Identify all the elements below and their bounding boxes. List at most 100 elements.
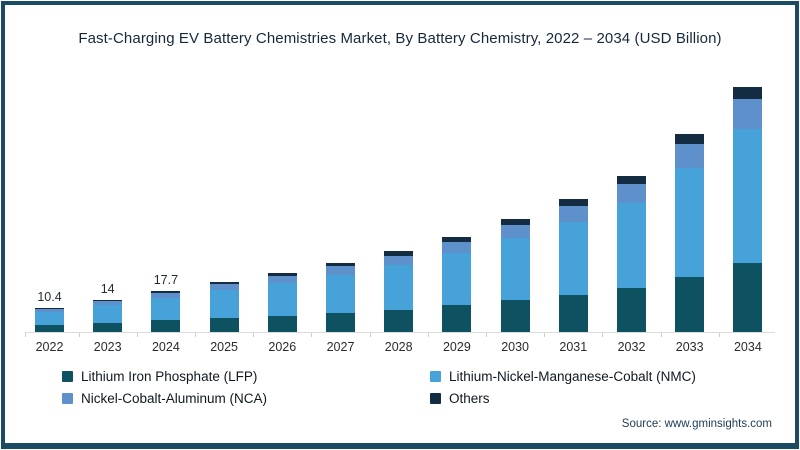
bar-2033 [675,134,705,332]
legend-item-nmc: Lithium-Nickel-Manganese-Cobalt (NMC) [430,369,760,384]
bar-segment-nca-2030 [500,224,530,239]
x-axis-label-2026: 2026 [268,340,297,354]
bar-segment-others-2031 [558,198,588,206]
bar-segment-nca-2034 [733,99,763,129]
legend-swatch-others [430,393,441,404]
bar-segment-lfp-2033 [675,276,705,332]
bar-2031 [558,198,588,332]
legend-item-others: Others [430,391,760,406]
bar-segment-lfp-2034 [733,263,763,332]
bar-segment-nmc-2027 [326,274,355,313]
bar-value-label-2024: 17.7 [153,273,179,288]
x-axis-label-2022: 2022 [35,340,64,354]
bar-segment-nmc-2028 [384,265,414,310]
legend-label: Others [449,391,490,406]
source-attribution: Source: www.gminsights.com [621,418,772,430]
plot-area: 10.4 14 17.7 [25,80,775,337]
bar-segment-lfp-2029 [442,305,472,332]
x-axis-label-2027: 2027 [326,340,355,354]
bar-segment-nmc-2024 [151,297,181,321]
axis-tick [253,333,255,337]
bar-2027 [326,262,355,332]
bar-segment-nmc-2034 [733,128,763,264]
bar-segment-nmc-2026 [267,283,297,316]
axis-tick [544,333,546,337]
bar-segment-nca-2024 [151,293,181,298]
bar-2026 [267,272,297,332]
legend-item-nca: Nickel-Cobalt-Aluminum (NCA) [62,391,430,406]
bar-segment-nca-2025 [209,284,239,291]
bar-segment-nca-2028 [384,255,414,266]
x-axis-line [25,332,775,333]
bar-segment-nca-2027 [326,266,355,275]
legend-swatch-nca [62,393,73,404]
axis-tick [427,333,429,337]
axis-tick [78,333,80,337]
bar-segment-others-2033 [675,134,705,144]
axis-tick [136,333,138,337]
bar-segment-nmc-2030 [500,238,530,301]
x-axis-labels: 2022 2023 2024 2025 2026 2027 2028 2029 2030 2031… [25,340,775,356]
axis-tick [195,333,196,337]
bar-segment-nca-2031 [558,205,588,222]
bar-segment-others-2032 [617,176,646,185]
bar-segment-nmc-2033 [675,167,705,277]
bar-segment-nmc-2022 [35,312,64,326]
bar-segment-lfp-2028 [384,309,414,332]
bar-2029 [442,236,472,332]
axis-tick [25,333,26,337]
bar-segment-others-2029 [442,236,472,242]
bar-2022 [35,307,64,332]
x-axis-label-2034: 2034 [733,340,762,354]
legend-swatch-nmc [430,371,441,382]
bar-2028 [384,251,414,332]
x-axis-label-2031: 2031 [559,340,588,354]
bar-segment-lfp-2024 [151,320,181,332]
legend-swatch-lfp [62,371,73,382]
x-axis-label-2030: 2030 [501,340,529,354]
bar-segment-lfp-2023 [93,322,123,332]
bar-segment-nmc-2031 [558,221,588,295]
bar-2030 [500,219,530,332]
bar-segment-lfp-2022 [35,325,64,332]
x-axis-label-2025: 2025 [210,340,238,354]
chart-legend: Lithium Iron Phosphate (LFP) Lithium-Nick… [62,369,760,406]
bar-segment-others-2024 [151,291,181,294]
bar-segment-others-2023 [93,299,123,302]
axis-tick [602,333,604,337]
bar-2034 [733,87,763,332]
bar-segment-nca-2023 [93,301,123,306]
chart-title: Fast-Charging EV Battery Chemistries Mar… [78,30,722,47]
bar-2032 [617,176,646,332]
bar-segment-nca-2033 [675,143,705,168]
bar-segment-others-2026 [267,272,297,276]
bar-segment-nca-2032 [617,184,646,203]
bar-segment-others-2028 [384,251,414,256]
bar-segment-nca-2026 [267,275,297,284]
bar-segment-nmc-2025 [209,290,239,318]
legend-item-lfp: Lithium Iron Phosphate (LFP) [62,369,430,384]
bar-segment-nca-2022 [35,309,64,313]
bar-segment-others-2027 [326,262,355,267]
bar-segment-nmc-2032 [617,202,646,289]
x-axis-label-2032: 2032 [617,340,646,354]
x-axis-label-2033: 2033 [675,340,704,354]
bar-value-label-2023: 14 [100,281,115,296]
x-axis-label-2024: 2024 [151,340,180,354]
axis-tick [486,333,487,337]
legend-label: Lithium-Nickel-Manganese-Cobalt (NMC) [449,369,696,384]
x-axis-label-2023: 2023 [93,340,122,354]
bar-segment-nmc-2029 [442,253,472,306]
bar-segment-lfp-2025 [209,317,239,332]
bar-segment-lfp-2031 [558,294,588,332]
bar-value-label-2022: 10.4 [37,289,62,304]
bar-segment-nmc-2023 [93,305,123,323]
axis-tick [718,333,720,337]
axis-tick [660,333,662,337]
bar-segment-others-2034 [733,87,763,100]
bar-segment-nca-2029 [442,241,472,254]
bar-segment-lfp-2030 [500,300,530,332]
legend-label: Nickel-Cobalt-Aluminum (NCA) [81,391,268,406]
bar-2024 [151,291,181,332]
